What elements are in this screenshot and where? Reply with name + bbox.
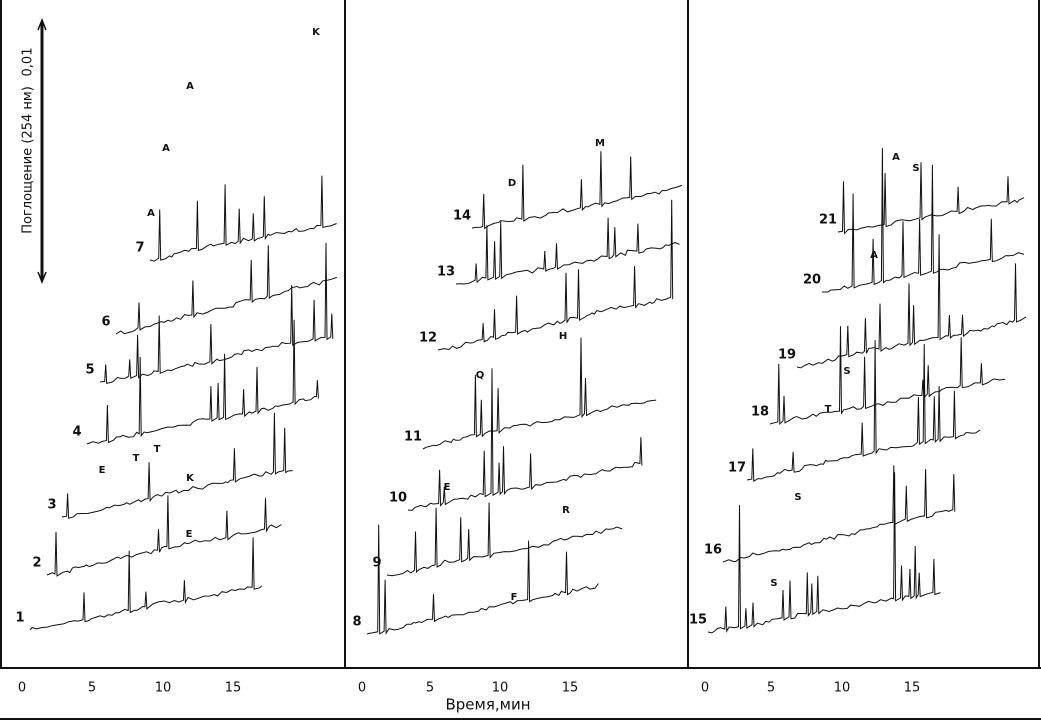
trace-number: 18 [751, 405, 769, 420]
x-tick-label: 0 [18, 681, 26, 696]
trace-number: 3 [47, 498, 56, 513]
x-tick-label: 10 [834, 681, 851, 696]
x-tick-label: 15 [225, 681, 242, 696]
trace-number: 9 [372, 556, 381, 571]
trace-number: 1 [15, 611, 24, 626]
chromatogram-trace [796, 234, 1027, 369]
x-tick-label: 0 [358, 681, 366, 696]
peak-label: A [870, 250, 878, 261]
peak-label: K [186, 473, 195, 484]
chromatogram-trace [386, 502, 623, 577]
trace-number: 21 [819, 213, 837, 228]
chromatogram-trace [471, 151, 683, 230]
trace-number: 12 [419, 331, 437, 346]
y-axis-label: Поглощение (254 нм) [21, 86, 36, 234]
chromatogram-trace [422, 337, 657, 450]
peak-label: D [508, 178, 516, 189]
chromatogram-trace [437, 199, 674, 351]
x-tick-label: 15 [904, 681, 921, 696]
chromatogram-trace [407, 368, 643, 511]
peak-label: E [186, 529, 193, 540]
peak-label: A [186, 81, 194, 92]
peak-label: A [147, 208, 155, 219]
chromatogram-trace [29, 537, 263, 631]
trace-number: 6 [101, 315, 110, 330]
trace-number: 14 [453, 209, 471, 224]
peak-label: S [794, 492, 801, 503]
peak-label: S [912, 163, 919, 174]
scale-arrows [37, 17, 47, 285]
chromatogram-trace [149, 175, 337, 262]
chromatogram-trace [61, 412, 293, 519]
trace-number: 17 [728, 461, 746, 476]
x-tick-label: 10 [155, 681, 172, 696]
x-axis-label: Время,мин [445, 696, 530, 714]
trace-number: 8 [352, 615, 361, 630]
chromatogram-trace [366, 524, 599, 635]
chromatogram-trace [86, 319, 319, 445]
trace-number: 20 [803, 273, 821, 288]
chromatogram-trace [707, 472, 941, 634]
x-tick-label: 0 [701, 681, 709, 696]
peak-label: E [444, 482, 451, 493]
peak-label: T [133, 453, 140, 464]
peak-label: T [154, 444, 161, 455]
chromatogram-trace [746, 340, 981, 482]
x-tick-label: 5 [426, 681, 434, 696]
peak-label: S [843, 366, 850, 377]
trace-number: 11 [404, 430, 422, 445]
chromatogram-trace [722, 465, 956, 563]
peak-label: Q [476, 370, 485, 381]
trace-number: 5 [85, 363, 94, 378]
x-tick-label: 5 [767, 681, 775, 696]
x-tick-label: 15 [562, 681, 579, 696]
peak-label: K [312, 27, 321, 38]
peak-label: F [511, 592, 518, 603]
trace-number: 4 [72, 425, 81, 440]
trace-number: 19 [778, 348, 796, 363]
peak-label: A [892, 152, 900, 163]
peak-label: H [559, 331, 567, 342]
peak-label: A [162, 143, 170, 154]
chromatogram-trace [822, 147, 1025, 293]
trace-number: 2 [32, 556, 41, 571]
trace-number: 13 [437, 265, 455, 280]
trace-number: 15 [689, 613, 707, 628]
peak-label: E [99, 465, 106, 476]
x-tick-label: 10 [492, 681, 509, 696]
x-tick-label: 5 [88, 681, 96, 696]
chromatogram-trace [99, 242, 334, 385]
trace-number: 7 [135, 241, 144, 256]
chromatogram-trace [455, 217, 680, 285]
chromatogram-trace [46, 495, 282, 577]
chromatogram-trace [769, 326, 1006, 426]
trace-number: 10 [389, 491, 407, 506]
peak-label: R [562, 505, 570, 516]
chromatogram-trace [115, 245, 337, 335]
peak-label: S [770, 578, 777, 589]
chromatogram-trace [837, 162, 1025, 235]
scale-label: 0,01 [21, 48, 36, 77]
peak-label: M [595, 138, 605, 149]
peak-label: T [825, 404, 832, 415]
trace-number: 16 [704, 543, 722, 558]
